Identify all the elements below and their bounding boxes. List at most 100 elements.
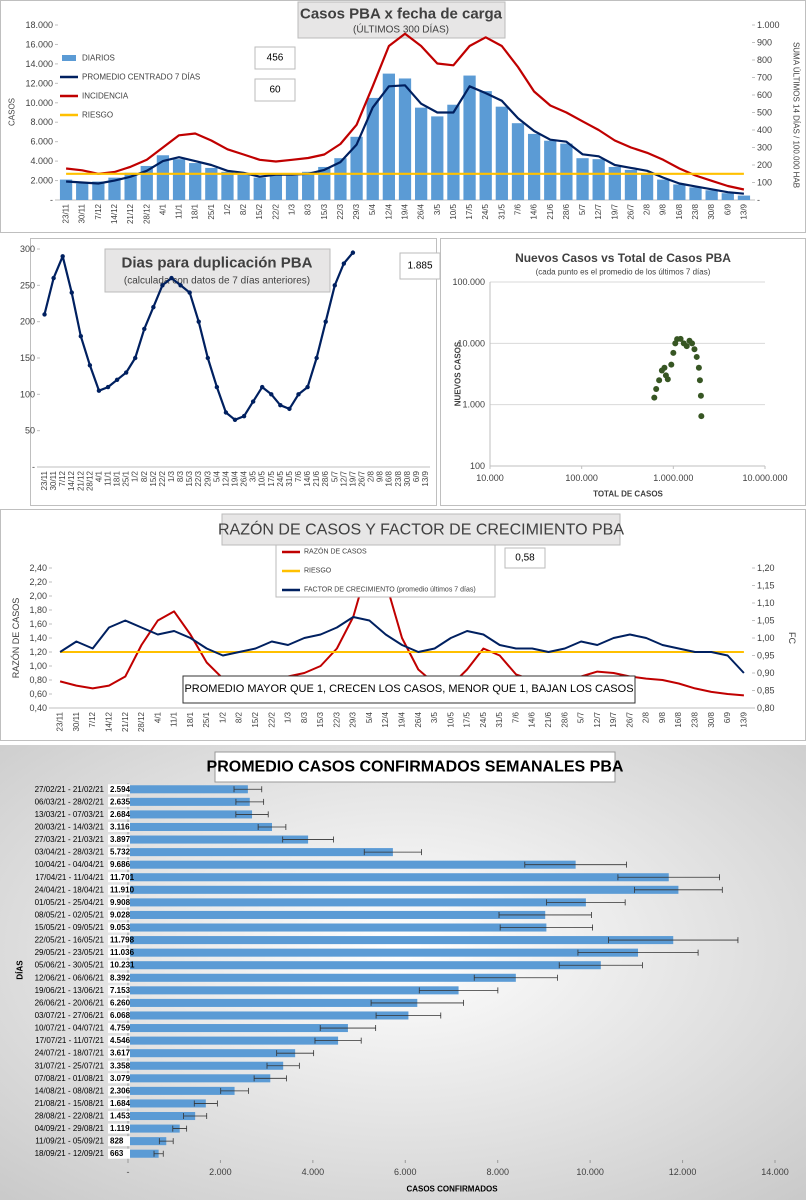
- value-label: 11.701: [110, 873, 135, 882]
- bar: [128, 923, 547, 932]
- bar: [172, 159, 186, 200]
- value-label: 2.635: [110, 797, 131, 806]
- x-tick-label: 14/12: [67, 470, 76, 491]
- x-axis-label: TOTAL DE CASOS: [593, 490, 663, 499]
- bar: [350, 136, 363, 200]
- x-tick-label: 29/3: [349, 711, 358, 727]
- x-tick-label: 7/12: [94, 203, 103, 219]
- y-tick-label: 24/04/21 - 18/04/21: [35, 885, 105, 894]
- value-label: 11.798: [110, 936, 135, 945]
- y-tick-label: 1,20: [757, 563, 775, 573]
- x-tick-label: 26/7: [626, 203, 635, 219]
- point: [664, 376, 671, 383]
- marker: [60, 254, 65, 259]
- value-label-bg: [108, 1123, 130, 1134]
- x-tick-label: 8/2: [140, 470, 149, 482]
- bar: [285, 175, 299, 200]
- marker: [260, 384, 265, 390]
- x-tick-label: 18/1: [191, 203, 200, 219]
- legend-label: FACTOR DE CRECIMIENTO (promedio últimos …: [304, 587, 476, 594]
- x-tick-label: 5/7: [578, 203, 587, 215]
- marker: [341, 261, 347, 266]
- x-tick-label: 17/5: [465, 203, 474, 219]
- x-tick-label: 17/5: [463, 711, 472, 727]
- x-tick-label: 15/2: [251, 711, 260, 727]
- x-tick-label: 15/3: [320, 203, 329, 219]
- bar: [431, 116, 444, 200]
- y-tick-label: 10.000: [457, 338, 485, 348]
- marker: [314, 355, 319, 361]
- x-tick-label: 14/6: [528, 711, 537, 727]
- marker: [78, 334, 84, 339]
- bar: [657, 179, 670, 200]
- error-bar: [375, 1012, 442, 1019]
- value-label-bg: [108, 784, 130, 795]
- bar: [592, 159, 605, 200]
- title-box: [214, 751, 616, 783]
- point: [696, 377, 703, 384]
- y-tick-label: 1,15: [757, 581, 775, 591]
- y-tick-label: 300: [20, 244, 35, 254]
- marker: [151, 304, 156, 310]
- chart-title: Dias para duplicación PBA: [122, 255, 313, 272]
- value-label-bg: [108, 972, 130, 983]
- legend-box: [275, 544, 496, 598]
- x-tick-label: 5/4: [365, 711, 374, 723]
- x-axis-label: CASOS CONFIRMADOS: [406, 1185, 498, 1194]
- error-bar: [235, 798, 265, 805]
- y-tick-label: 150: [20, 353, 35, 363]
- marker: [87, 363, 93, 368]
- x-tick-label: 8/2: [235, 711, 244, 723]
- y-tick-label: 24/07/21 - 18/07/21: [35, 1049, 105, 1058]
- marker: [350, 250, 356, 255]
- x-tick-label: 25/1: [122, 470, 131, 486]
- value-label-bg: [108, 960, 130, 971]
- y-tick-label: 20/03/21 - 14/03/21: [35, 822, 105, 831]
- value-label: 9.028: [110, 910, 131, 919]
- point: [697, 392, 704, 399]
- note-box: [182, 675, 636, 704]
- panel-frame: [0, 745, 806, 1200]
- bar: [398, 78, 412, 200]
- y-tick-label: 14.000: [25, 59, 53, 69]
- point: [677, 335, 684, 342]
- bar: [334, 158, 347, 200]
- legend-label: INCIDENCIA: [82, 92, 129, 101]
- error-bar: [220, 1087, 249, 1094]
- value-label: 9.053: [110, 923, 131, 932]
- chart-subtitle: (calculada con datos de 7 días anteriore…: [124, 276, 310, 287]
- y-tick-label: 1,00: [757, 633, 775, 643]
- x-tick-label: 9/8: [659, 203, 668, 215]
- bar: [128, 835, 309, 844]
- x-tick-label: 11/1: [175, 203, 184, 219]
- x-tick-label: 26/7: [357, 470, 366, 486]
- value-label-bg: [108, 796, 130, 807]
- bar: [527, 133, 541, 200]
- marker: [296, 392, 301, 397]
- x-tick-label: 5/7: [330, 470, 339, 482]
- y-tick-label: 0,40: [29, 703, 47, 713]
- error-bar: [558, 962, 643, 969]
- series-line: [65, 32, 745, 191]
- marker: [250, 399, 256, 404]
- y-tick-label: 12.000: [25, 78, 53, 88]
- legend-label: PROMEDIO CENTRADO 7 DÍAS: [82, 73, 200, 82]
- y2-axis-label: FC: [787, 632, 797, 644]
- bar: [128, 948, 639, 957]
- x-tick-label: 6/9: [412, 470, 421, 482]
- marker: [142, 326, 147, 332]
- marker: [287, 406, 292, 412]
- marker: [332, 283, 337, 288]
- y-tick-label: 2,20: [29, 577, 47, 587]
- y-tick-label: 800: [757, 55, 772, 65]
- y-tick-label: 0,85: [757, 686, 775, 696]
- y-axis-label: NUEVOS CASOS: [454, 341, 463, 406]
- x-tick-label: 28/12: [85, 470, 94, 491]
- value-label-bg: [108, 1136, 130, 1147]
- x-tick-label: 13/9: [739, 203, 748, 219]
- legend-label: RIESGO: [304, 568, 332, 575]
- y-tick-label: 1,05: [757, 616, 775, 626]
- marker: [96, 388, 102, 393]
- value-label-bg: [108, 947, 130, 958]
- value-label: 10.231: [110, 961, 135, 970]
